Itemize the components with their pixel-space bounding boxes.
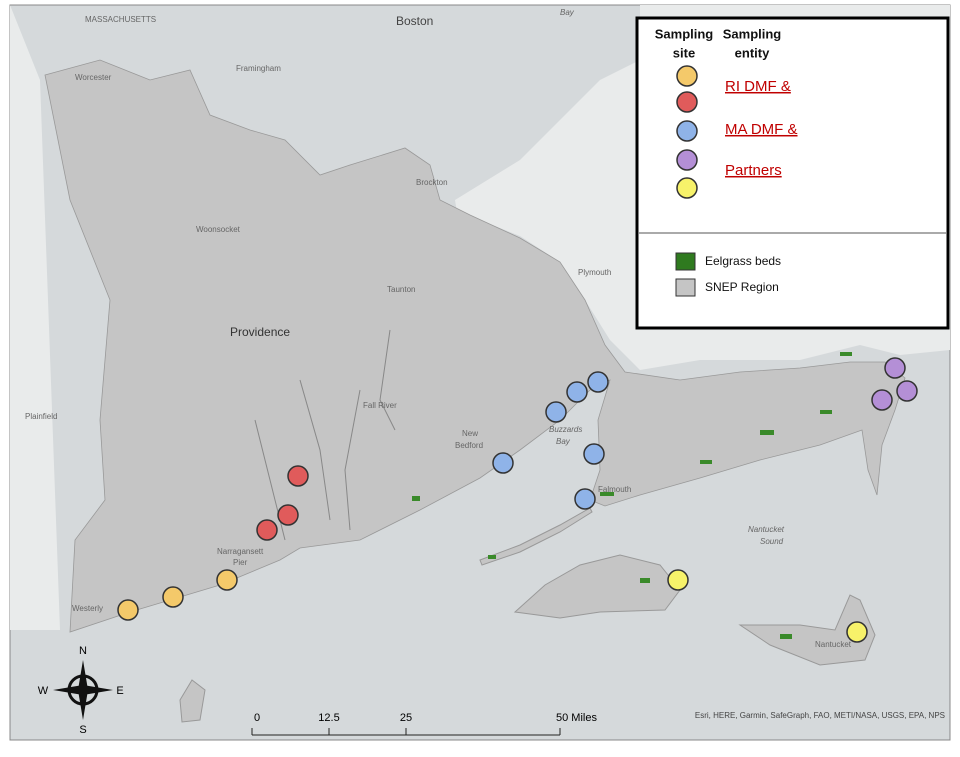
place-label: Taunton (387, 285, 415, 294)
place-label: Providence (230, 325, 290, 339)
legend: Sampling site Sampling entity RI DMF & M… (635, 16, 950, 330)
legend-swatch (676, 149, 698, 171)
site[interactable] (492, 452, 514, 474)
narragansett-bay (254, 329, 396, 541)
entity-link[interactable]: MA DMF & (725, 121, 798, 138)
site[interactable] (566, 381, 588, 403)
scale-label: 12.5 (318, 712, 339, 724)
compass-label: N (79, 645, 87, 657)
site[interactable] (667, 569, 689, 591)
compass-label: S (79, 724, 86, 736)
scale-label: 0 (254, 712, 260, 724)
legend-swatch (675, 252, 696, 271)
place-label: Westerly (72, 604, 103, 613)
attribution: Esri, HERE, Garmin, SafeGraph, FAO, METI… (695, 711, 945, 720)
place-labels: MASSACHUSETTS Boston Bay Worcester Frami… (25, 8, 852, 649)
site[interactable] (277, 504, 299, 526)
site[interactable] (287, 465, 309, 487)
scale-label: 25 (400, 712, 412, 724)
legend-label: SNEP Region (705, 280, 779, 294)
scale-label: 50 Miles (556, 712, 597, 724)
entity-link[interactable]: RI DMF & (725, 78, 791, 95)
scale-bar: 0 12.5 25 50 Miles (251, 712, 597, 736)
sites (117, 357, 918, 643)
place-label: Framingham (236, 64, 281, 73)
snep-region (44, 59, 906, 633)
legend-swatch (675, 278, 696, 297)
place-label: Buzzards (549, 425, 582, 434)
place-label: Falmouth (598, 485, 631, 494)
site[interactable] (545, 401, 567, 423)
block-island (179, 679, 206, 723)
eelgrass (412, 352, 852, 639)
compass: N E S W (38, 645, 124, 736)
legend-swatch (676, 91, 698, 113)
legend-label: Eelgrass beds (705, 254, 781, 268)
place-label: Fall River (363, 401, 397, 410)
place-label: Pier (233, 558, 248, 567)
place-label: Plainfield (25, 412, 57, 421)
site[interactable] (216, 569, 238, 591)
site[interactable] (896, 380, 918, 402)
site[interactable] (884, 357, 906, 379)
compass-label: W (38, 685, 49, 697)
place-label: Boston (396, 14, 433, 28)
legend-swatch (676, 177, 698, 199)
compass-label: E (116, 685, 123, 697)
legend-header: Sampling (655, 26, 714, 41)
legend-header: entity (735, 45, 770, 60)
place-label: Brockton (416, 178, 448, 187)
place-label: New (462, 429, 478, 438)
place-label: Plymouth (578, 268, 611, 277)
entity-link[interactable]: Partners (725, 162, 782, 179)
legend-swatch (676, 120, 698, 142)
place-label: Worcester (75, 73, 112, 82)
place-label: Nantucket (748, 525, 785, 534)
place-label: Bedford (455, 441, 483, 450)
site[interactable] (117, 599, 139, 621)
place-label: Sound (760, 537, 784, 546)
place-label: Bay (560, 8, 575, 17)
place-label: Nantucket (815, 640, 852, 649)
legend-header: Sampling (723, 26, 782, 41)
site[interactable] (871, 389, 893, 411)
place-label: Bay (556, 437, 571, 446)
legend-swatch (676, 65, 698, 87)
place-label: MASSACHUSETTS (85, 15, 156, 24)
legend-header: site (673, 45, 695, 60)
site[interactable] (574, 488, 596, 510)
site[interactable] (162, 586, 184, 608)
site[interactable] (587, 371, 609, 393)
site[interactable] (256, 519, 278, 541)
site[interactable] (846, 621, 868, 643)
legend-box (635, 16, 950, 330)
place-label: Narragansett (217, 547, 264, 556)
place-label: Woonsocket (196, 225, 241, 234)
site[interactable] (583, 443, 605, 465)
elizabeth-islands (479, 507, 593, 566)
nantucket (738, 594, 876, 666)
